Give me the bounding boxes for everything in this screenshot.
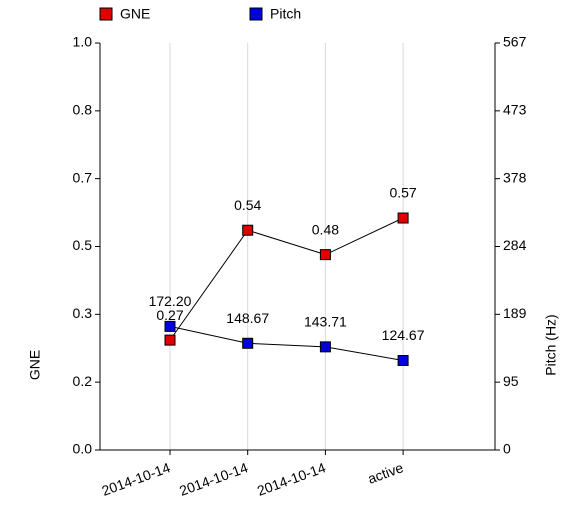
- y2-tick-label: 567: [503, 34, 527, 50]
- legend-label: Pitch: [270, 6, 301, 22]
- y-tick-label: 0.2: [73, 373, 93, 389]
- y-tick-label: 0.5: [73, 237, 93, 253]
- y-axis-label: GNE: [27, 350, 43, 380]
- y-tick-label: 1.0: [73, 34, 93, 50]
- series-line: [169, 217, 404, 341]
- legend-label: GNE: [120, 6, 150, 22]
- y2-axis-label: Pitch (Hz): [543, 314, 559, 375]
- y2-tick-label: 95: [503, 373, 519, 389]
- x-tick-label: 2014-10-14: [255, 459, 328, 499]
- y-tick-label: 0.0: [73, 441, 93, 457]
- y-tick-label: 0.3: [73, 305, 93, 321]
- point-marker: [242, 337, 254, 349]
- x-tick-label: active: [366, 459, 406, 487]
- point-marker: [242, 224, 254, 236]
- data-label: 143.71: [304, 314, 347, 330]
- y2-tick-label: 189: [503, 305, 527, 321]
- point-marker: [164, 320, 176, 332]
- y2-tick-label: 473: [503, 102, 527, 118]
- point-marker: [319, 249, 331, 261]
- y2-tick-label: 284: [503, 237, 527, 253]
- data-label: 0.27: [156, 307, 183, 323]
- x-tick-label: 2014-10-14: [100, 459, 173, 499]
- data-label: 148.67: [226, 310, 269, 326]
- y2-tick-label: 378: [503, 169, 527, 185]
- data-label: 124.67: [382, 327, 425, 343]
- point-marker: [319, 341, 331, 353]
- data-label: 0.48: [312, 221, 339, 237]
- y-tick-label: 0.7: [73, 169, 93, 185]
- point-marker: [397, 355, 409, 367]
- point-marker: [164, 334, 176, 346]
- x-tick-label: 2014-10-14: [177, 459, 250, 499]
- data-label: 172.20: [149, 293, 192, 309]
- y-tick-label: 0.8: [73, 102, 93, 118]
- legend-swatch: [99, 7, 113, 21]
- y2-tick-label: 0: [503, 441, 511, 457]
- point-marker: [397, 212, 409, 224]
- data-label: 0.57: [389, 185, 416, 201]
- series-line: [169, 325, 404, 362]
- data-label: 0.54: [234, 197, 261, 213]
- legend-swatch: [249, 7, 263, 21]
